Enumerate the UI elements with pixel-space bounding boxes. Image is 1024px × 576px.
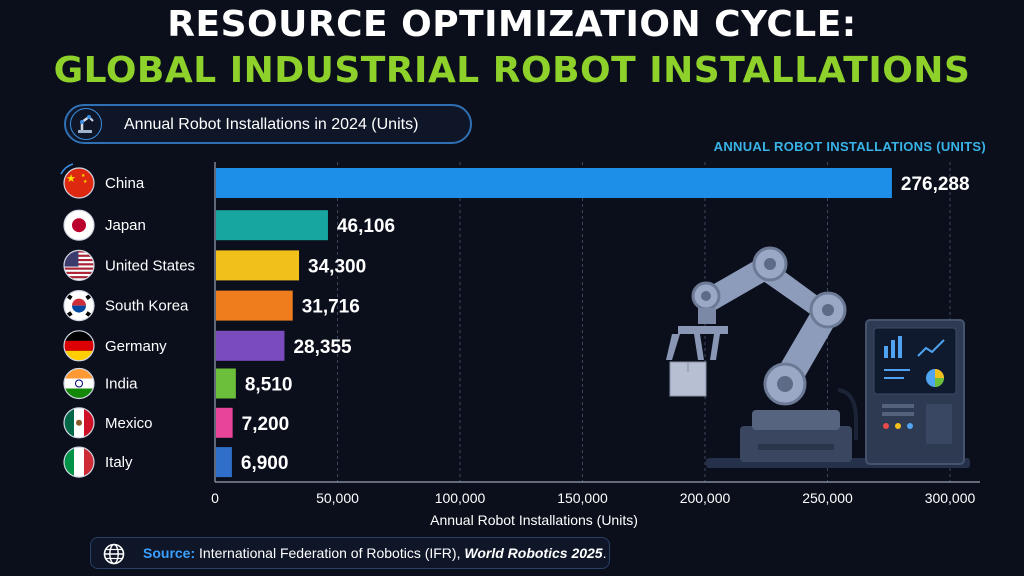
legend-label: ANNUAL ROBOT INSTALLATIONS (UNITS) bbox=[713, 139, 986, 154]
mexico-flag-icon bbox=[63, 407, 95, 439]
flag-icons: ★ ★★ bbox=[60, 163, 95, 478]
value-label: 276,288 bbox=[901, 174, 970, 195]
x-axis: 0 50,000 100,000 150,000 200,000 250,000 300,0… bbox=[211, 162, 980, 506]
value-label: 7,200 bbox=[242, 414, 290, 435]
japan-flag-icon bbox=[63, 209, 95, 241]
china-flag-icon: ★ ★★ bbox=[60, 163, 95, 199]
value-label: 31,716 bbox=[302, 297, 360, 318]
bar bbox=[216, 210, 328, 241]
x-tick-label: 200,000 bbox=[680, 490, 731, 506]
united-states-flag-icon bbox=[63, 249, 95, 281]
india-flag-icon bbox=[63, 367, 95, 400]
category-label: South Korea bbox=[105, 298, 189, 315]
x-axis-label: Annual Robot Installations (Units) bbox=[430, 512, 638, 528]
subtitle-pill: Annual Robot Installations in 2024 (Unit… bbox=[64, 104, 472, 144]
source-publication: World Robotics 2025 bbox=[464, 545, 603, 561]
svg-text:★: ★ bbox=[83, 179, 88, 185]
robot-arm-icon bbox=[70, 108, 102, 140]
bar bbox=[216, 368, 236, 399]
bar bbox=[216, 330, 285, 361]
source-note: Source: International Federation of Robo… bbox=[90, 537, 610, 569]
globe-icon bbox=[103, 543, 125, 565]
svg-text:★: ★ bbox=[66, 173, 76, 185]
category-label: United States bbox=[105, 257, 195, 274]
bar bbox=[216, 290, 293, 321]
value-label: 28,355 bbox=[293, 337, 352, 358]
x-tick-label: 50,000 bbox=[316, 490, 359, 506]
value-label: 8,510 bbox=[245, 375, 293, 396]
source-label: Source: bbox=[143, 545, 196, 561]
category-label: Mexico bbox=[105, 415, 153, 432]
x-tick-label: 100,000 bbox=[435, 490, 486, 506]
source-end: . bbox=[602, 545, 607, 561]
chart-subtitle: Annual Robot Installations in 2024 (Unit… bbox=[124, 116, 419, 133]
source-body: International Federation of Robotics (IF… bbox=[199, 545, 461, 561]
category-label: China bbox=[105, 175, 145, 192]
bar bbox=[216, 447, 232, 478]
grid-lines bbox=[337, 162, 951, 482]
title-line-2: GLOBAL INDUSTRIAL ROBOT INSTALLATIONS bbox=[53, 50, 971, 91]
italy-flag-icon bbox=[63, 446, 95, 478]
bar bbox=[216, 168, 892, 198]
robot-arm-illustration bbox=[666, 246, 970, 468]
x-tick-label: 0 bbox=[211, 490, 219, 506]
value-label: 34,300 bbox=[308, 256, 366, 277]
x-tick-label: 300,000 bbox=[925, 490, 976, 506]
x-tick-label: 250,000 bbox=[802, 490, 853, 506]
value-label: 6,900 bbox=[241, 453, 289, 474]
x-tick-label: 150,000 bbox=[557, 490, 608, 506]
germany-flag-icon bbox=[63, 330, 95, 362]
category-label: India bbox=[105, 376, 138, 393]
bar bbox=[216, 250, 300, 281]
category-label: Japan bbox=[105, 217, 146, 234]
category-label: Italy bbox=[105, 454, 133, 471]
category-label: Germany bbox=[105, 338, 167, 355]
value-label: 46,106 bbox=[337, 216, 395, 237]
source-text: Source: International Federation of Robo… bbox=[143, 545, 606, 561]
south-korea-flag-icon bbox=[63, 290, 95, 322]
svg-text:★: ★ bbox=[81, 173, 86, 179]
title-line-1: RESOURCE OPTIMIZATION CYCLE: bbox=[167, 4, 857, 45]
category-labels: China Japan United States South Korea German… bbox=[105, 175, 195, 471]
bar bbox=[216, 407, 233, 438]
bars bbox=[216, 168, 892, 478]
